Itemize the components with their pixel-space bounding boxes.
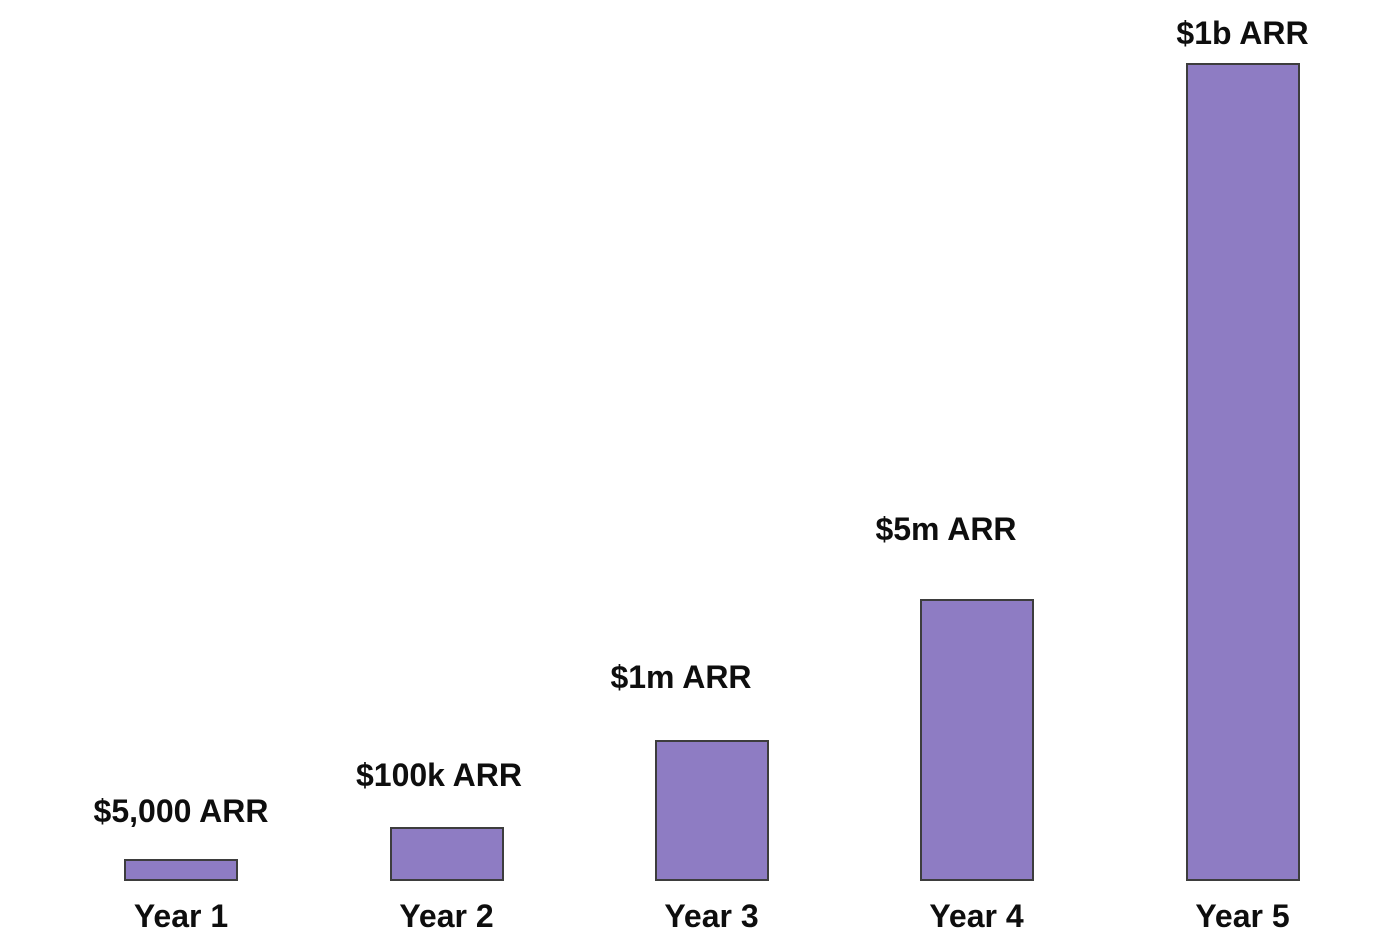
- bar-value-label: $1m ARR: [610, 659, 752, 695]
- bar-year-3: [654, 740, 769, 881]
- x-axis-category-label: Year 2: [399, 898, 494, 934]
- bar-year-5: [1185, 63, 1300, 881]
- bar-value-label: $1b ARR: [1176, 15, 1309, 51]
- x-axis-category-label: Year 3: [664, 898, 759, 934]
- bar-value-label: $100k ARR: [355, 757, 523, 793]
- bar-year-4: [919, 599, 1034, 881]
- x-axis-category-label: Year 5: [1195, 898, 1290, 934]
- x-axis-category-label: Year 4: [929, 898, 1024, 934]
- bar-value-label: $5m ARR: [875, 511, 1017, 547]
- bar-year-2: [389, 827, 504, 881]
- bar-value-label: $5,000 ARR: [93, 793, 269, 829]
- x-axis-category-label: Year 1: [133, 898, 229, 934]
- bar-year-1: [124, 859, 238, 881]
